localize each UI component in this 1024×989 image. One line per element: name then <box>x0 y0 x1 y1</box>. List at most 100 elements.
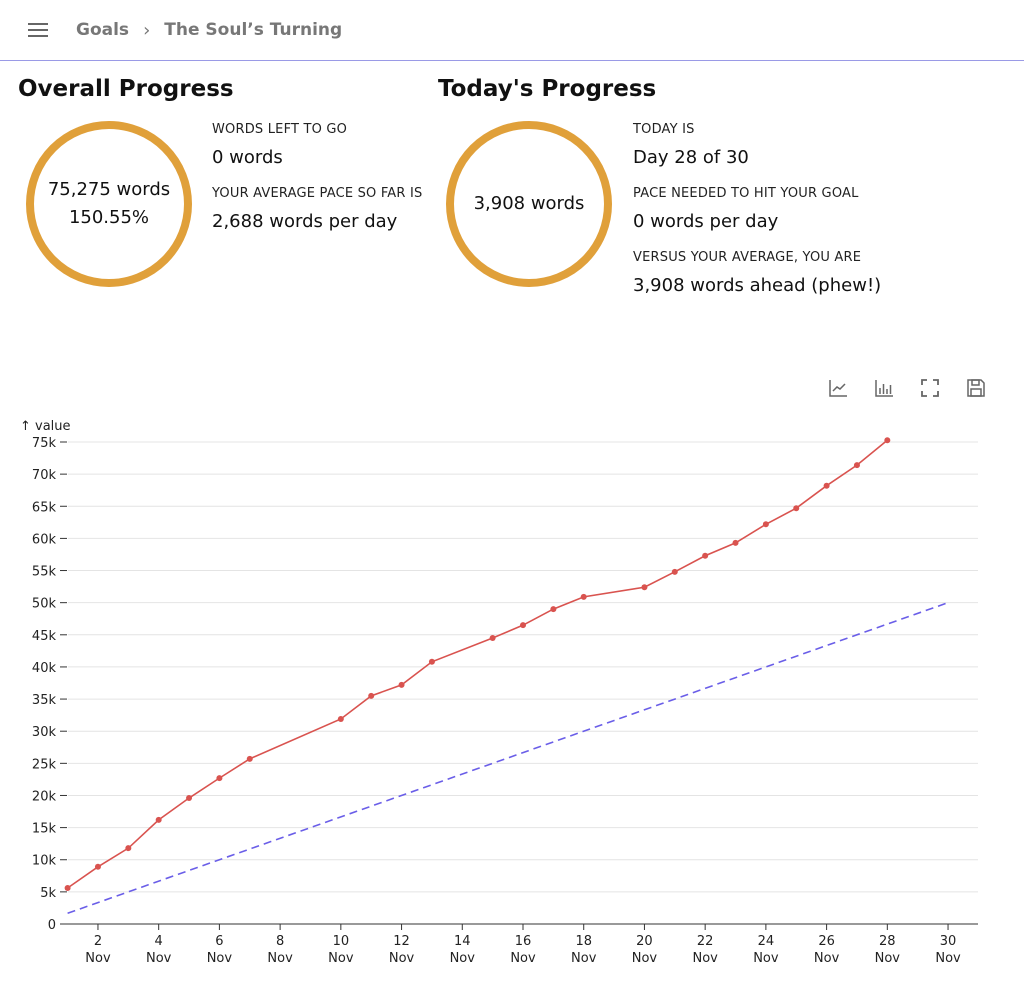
y-tick-label: 60k <box>32 532 57 547</box>
overall-progress-ring: 75,275 words 150.55% <box>26 121 192 287</box>
x-tick-label: 6 <box>215 934 223 949</box>
average-pace-label: YOUR AVERAGE PACE SO FAR IS <box>212 186 423 201</box>
x-tick-label: 26 <box>818 934 835 949</box>
y-tick-label: 25k <box>32 757 57 772</box>
data-point <box>793 505 800 512</box>
x-tick-month: Nov <box>207 951 233 966</box>
today-is-value: Day 28 of 30 <box>633 147 749 168</box>
data-point <box>428 658 435 665</box>
y-tick-label: 5k <box>40 886 56 901</box>
data-point <box>823 482 830 489</box>
overall-progress-title: Overall Progress <box>18 76 234 102</box>
goal-pace-line <box>67 601 949 915</box>
x-tick-month: Nov <box>753 951 779 966</box>
x-tick-label: 24 <box>758 934 775 949</box>
data-point <box>186 795 193 802</box>
x-tick-month: Nov <box>328 951 354 966</box>
overall-stats: WORDS LEFT TO GO 0 words YOUR AVERAGE PA… <box>212 122 422 250</box>
x-tick-label: 16 <box>515 934 532 949</box>
data-point <box>580 593 587 600</box>
x-tick-month: Nov <box>875 951 901 966</box>
chart-toolbar <box>828 378 986 398</box>
x-tick-month: Nov <box>85 951 111 966</box>
y-tick-label: 50k <box>32 597 57 612</box>
y-tick-label: 0 <box>48 918 56 933</box>
fullscreen-icon[interactable] <box>920 378 940 398</box>
x-tick-label: 12 <box>393 934 410 949</box>
save-icon[interactable] <box>966 378 986 398</box>
top-bar: Goals › The Soul’s Turning <box>0 0 1024 61</box>
data-point <box>246 755 253 762</box>
data-point <box>155 816 162 823</box>
x-tick-label: 22 <box>697 934 714 949</box>
x-tick-month: Nov <box>510 951 536 966</box>
y-tick-label: 75k <box>32 436 57 451</box>
x-tick-month: Nov <box>632 951 658 966</box>
x-tick-label: 2 <box>94 934 102 949</box>
y-axis-label: ↑ value <box>20 419 71 434</box>
x-tick-label: 28 <box>879 934 896 949</box>
data-point <box>550 606 557 613</box>
actual-words-line <box>67 439 888 889</box>
y-tick-label: 45k <box>32 629 57 644</box>
chevron-right-icon: › <box>143 19 151 41</box>
y-tick-label: 15k <box>32 822 57 837</box>
x-tick-label: 14 <box>454 934 471 949</box>
data-point <box>671 568 678 575</box>
today-words: 3,908 words <box>473 193 585 214</box>
data-point <box>884 437 891 444</box>
today-stats: TODAY IS Day 28 of 30 PACE NEEDED TO HIT… <box>633 122 881 314</box>
y-tick-label: 35k <box>32 693 57 708</box>
pace-needed-value: 0 words per day <box>633 211 779 232</box>
x-tick-label: 18 <box>575 934 592 949</box>
x-tick-label: 10 <box>333 934 350 949</box>
data-point <box>368 692 375 699</box>
x-tick-month: Nov <box>814 951 840 966</box>
y-tick-label: 65k <box>32 500 57 515</box>
versus-value: 3,908 words ahead (phew!) <box>633 275 882 296</box>
overall-percent: 150.55% <box>68 207 150 228</box>
data-point <box>94 863 101 870</box>
x-tick-label: 8 <box>276 934 284 949</box>
y-tick-label: 10k <box>32 854 57 869</box>
data-point <box>398 681 405 688</box>
y-tick-label: 70k <box>32 468 57 483</box>
line-chart-icon[interactable] <box>828 378 848 398</box>
versus-label: VERSUS YOUR AVERAGE, YOU ARE <box>633 250 862 265</box>
data-point <box>762 521 769 528</box>
x-tick-label: 20 <box>636 934 653 949</box>
x-tick-month: Nov <box>935 951 961 966</box>
y-tick-label: 30k <box>32 725 57 740</box>
data-point <box>702 552 709 559</box>
average-pace-value: 2,688 words per day <box>212 211 398 232</box>
x-tick-month: Nov <box>389 951 415 966</box>
words-left-label: WORDS LEFT TO GO <box>212 122 348 137</box>
todays-progress-ring: 3,908 words <box>446 121 612 287</box>
hamburger-menu-icon[interactable] <box>28 19 48 41</box>
data-point <box>853 462 860 469</box>
y-tick-label: 55k <box>32 565 57 580</box>
x-tick-month: Nov <box>146 951 172 966</box>
data-point <box>337 715 344 722</box>
y-tick-label: 40k <box>32 661 57 676</box>
pace-needed-label: PACE NEEDED TO HIT YOUR GOAL <box>633 186 859 201</box>
breadcrumb-goals[interactable]: Goals <box>76 20 130 40</box>
bar-chart-icon[interactable] <box>874 378 894 398</box>
x-tick-label: 30 <box>940 934 957 949</box>
words-left-value: 0 words <box>212 147 283 168</box>
y-tick-label: 20k <box>32 789 57 804</box>
data-point <box>641 584 648 591</box>
data-point <box>732 539 739 546</box>
data-point <box>125 845 132 852</box>
today-is-label: TODAY IS <box>633 122 695 137</box>
data-point <box>489 635 496 642</box>
overall-words: 75,275 words <box>47 179 171 200</box>
breadcrumb-current: The Soul’s Turning <box>164 20 343 40</box>
x-tick-month: Nov <box>267 951 293 966</box>
data-point <box>64 885 71 892</box>
x-tick-month: Nov <box>692 951 718 966</box>
data-point <box>216 775 223 782</box>
x-tick-label: 4 <box>155 934 163 949</box>
data-point <box>520 622 526 629</box>
x-tick-month: Nov <box>571 951 597 966</box>
